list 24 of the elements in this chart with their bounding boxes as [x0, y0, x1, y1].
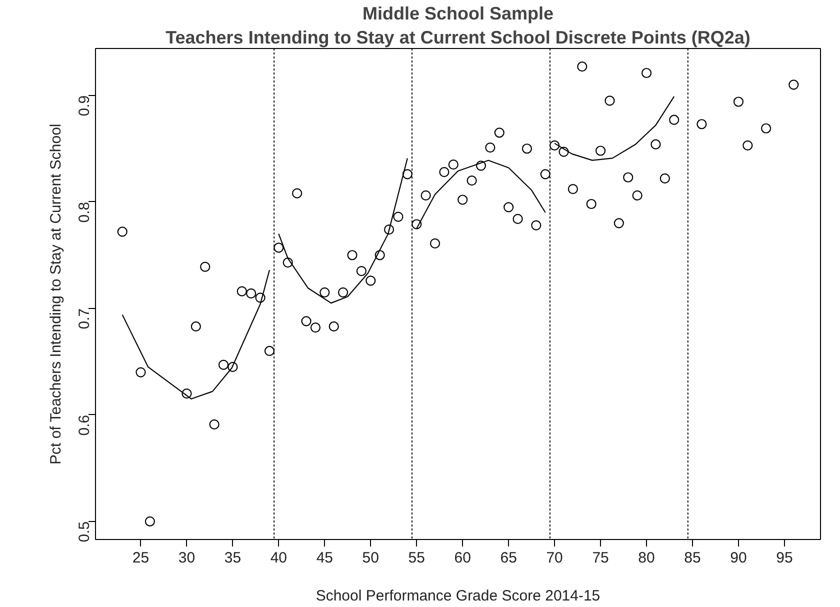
x-tick-label: 35: [224, 550, 242, 566]
x-tick-label: 25: [132, 550, 150, 566]
x-tick-label: 85: [684, 550, 701, 566]
y-tick-label: 0.6: [76, 414, 93, 436]
x-tick-label: 55: [408, 550, 425, 566]
x-tick-label: 80: [638, 550, 655, 566]
x-tick-label: 60: [454, 550, 471, 566]
x-tick-label: 70: [546, 550, 563, 566]
y-tick-label: 0.9: [76, 95, 93, 116]
x-tick-label: 30: [178, 550, 196, 566]
x-tick-label: 40: [270, 550, 288, 566]
x-tick-label: 65: [500, 550, 517, 566]
y-tick-label: 0.5: [76, 521, 93, 542]
y-axis-title: Pct of Teachers Intending to Stay at Current School: [48, 124, 64, 465]
x-tick-label: 90: [730, 550, 747, 566]
x-axis-title: School Performance Grade Score 2014-15: [316, 588, 600, 604]
x-tick-label: 50: [362, 550, 379, 566]
chart-subtitle: Teachers Intending to Stay at Current School Discrete Points (RQ2a): [166, 28, 750, 48]
y-tick-label: 0.8: [76, 202, 93, 223]
x-tick-label: 75: [592, 550, 609, 566]
x-tick-label: 45: [316, 550, 334, 566]
x-tick-label: 95: [776, 550, 793, 566]
y-tick-label: 0.7: [76, 308, 93, 330]
chart-title: Middle School Sample: [362, 4, 554, 24]
